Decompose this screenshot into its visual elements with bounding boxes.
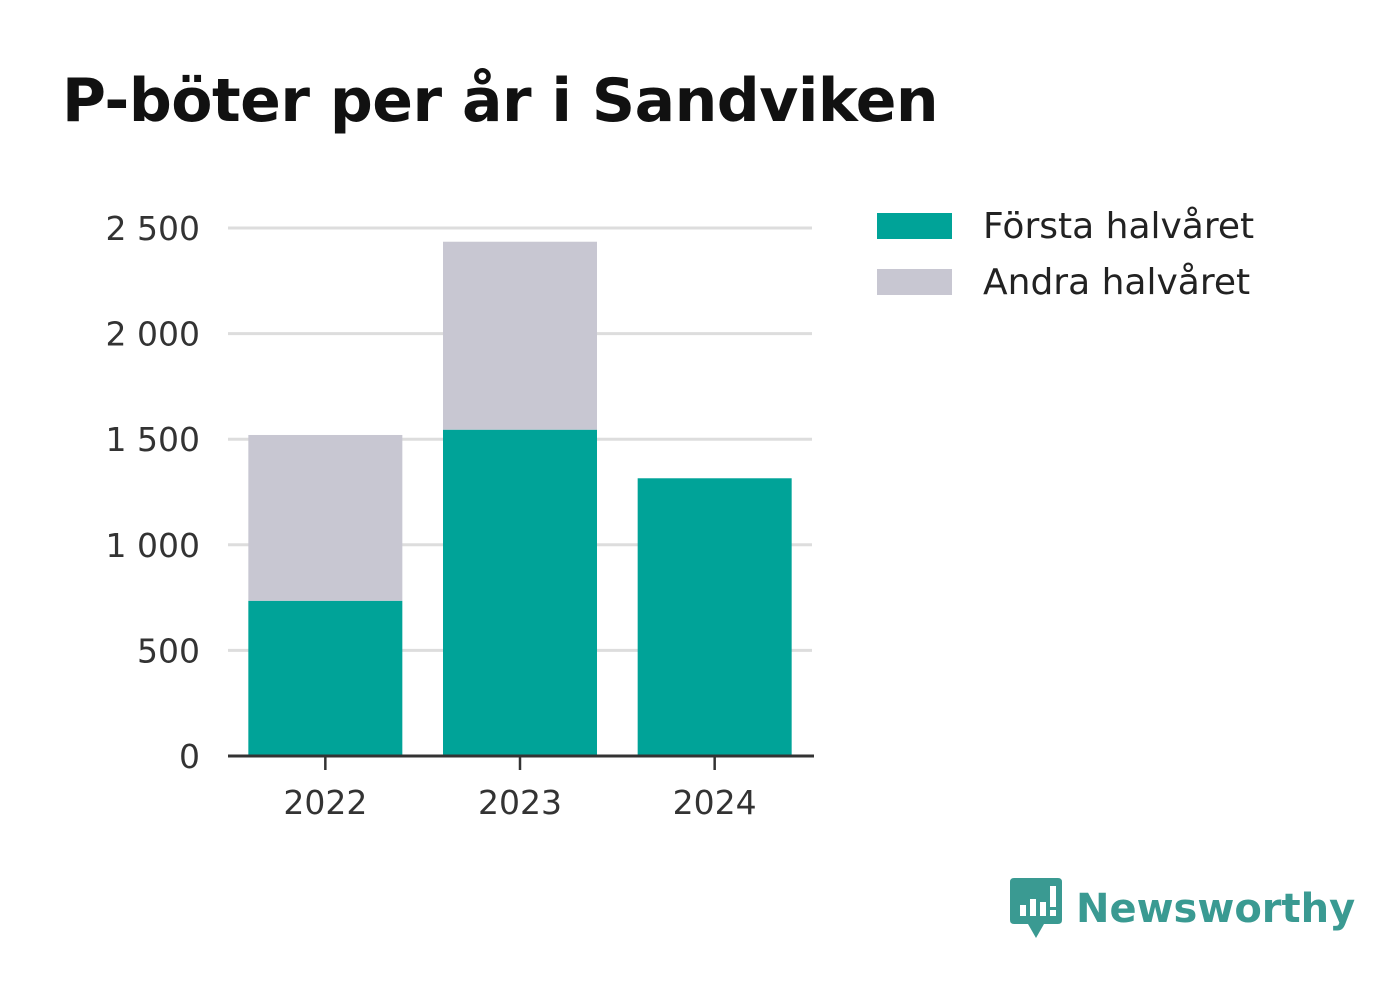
bar-first-half-2022 <box>248 600 403 756</box>
bar-second-half-2022 <box>248 434 403 601</box>
axes: 0 500 1 000 1 500 2 000 2 500 2022 2023 2024 <box>106 209 814 822</box>
legend-item-first-half: Första halvåret <box>877 198 1254 254</box>
y-tick-label: 2 000 <box>106 315 200 354</box>
y-tick-label: 500 <box>137 631 200 670</box>
y-tick-label: 1 000 <box>106 526 200 565</box>
legend-label-first-half: Första halvåret <box>983 205 1255 247</box>
bar-first-half-2024 <box>637 478 792 756</box>
brand-name: Newsworthy <box>1076 886 1356 932</box>
legend-item-second-half: Andra halvåret <box>877 254 1254 310</box>
newsworthy-logo-icon <box>1010 878 1062 938</box>
bar-second-half-2023 <box>443 241 597 430</box>
x-tick-label: 2023 <box>478 783 562 822</box>
legend: Första halvåret Andra halvåret <box>877 198 1254 310</box>
legend-label-second-half: Andra halvåret <box>983 261 1251 303</box>
legend-swatch-second-half <box>877 269 952 295</box>
brand: Newsworthy <box>1010 878 1355 940</box>
bar-first-half-2023 <box>443 429 597 756</box>
bars <box>248 241 792 756</box>
legend-swatch-first-half <box>877 213 952 239</box>
chart-title: P-böter per år i Sandviken <box>62 66 939 136</box>
x-tick-label: 2024 <box>673 783 757 822</box>
y-tick-label: 1 500 <box>106 420 200 459</box>
y-tick-label: 0 <box>179 737 200 776</box>
x-tick-label: 2022 <box>283 783 367 822</box>
y-tick-label: 2 500 <box>106 209 200 248</box>
